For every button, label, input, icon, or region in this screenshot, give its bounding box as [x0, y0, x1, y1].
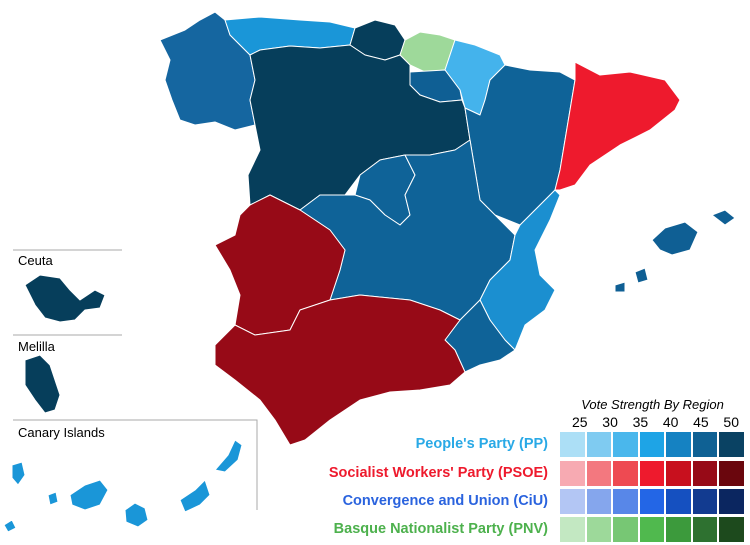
legend-swatch: [639, 517, 664, 542]
legend-party-label: Convergence and Union (CiU): [342, 493, 548, 509]
region-ceuta[interactable]: [24, 274, 106, 323]
inset-label-melilla: Melilla: [18, 339, 55, 354]
legend-row: People's Party (PP): [0, 432, 745, 458]
legend-swatch: [692, 489, 717, 514]
legend-swatch: [719, 489, 744, 514]
legend-swatch: [613, 517, 638, 542]
inset-label-canary: Canary Islands: [18, 425, 105, 440]
inset-divider: [13, 419, 258, 510]
legend-swatch: [666, 432, 691, 457]
legend-swatch: [666, 489, 691, 514]
legend-swatch: [719, 461, 744, 486]
legend-row: Convergence and Union (CiU): [0, 489, 745, 515]
legend-swatch: [586, 461, 611, 486]
legend-swatch: [639, 432, 664, 457]
legend-party-label: Basque Nationalist Party (PNV): [333, 521, 548, 537]
legend-row: Basque Nationalist Party (PNV): [0, 517, 745, 543]
legend-swatch: [639, 489, 664, 514]
legend-swatch: [666, 517, 691, 542]
legend-swatch: [586, 489, 611, 514]
legend-swatch: [560, 489, 585, 514]
legend-swatches: [560, 489, 744, 514]
legend-swatch: [613, 432, 638, 457]
inset-label-ceuta: Ceuta: [18, 253, 53, 268]
legend-swatch: [613, 489, 638, 514]
region-melilla[interactable]: [24, 354, 61, 414]
tick-label: 25: [572, 414, 588, 430]
legend-swatch: [692, 432, 717, 457]
legend-ticks: 25 30 35 40 45 50: [560, 414, 745, 430]
legend-swatch: [692, 517, 717, 542]
legend-swatch: [639, 461, 664, 486]
legend-swatch: [719, 517, 744, 542]
legend-title: Vote Strength By Region: [581, 397, 724, 412]
legend-swatch: [560, 432, 585, 457]
legend-swatch: [560, 461, 585, 486]
region-canary[interactable]: [3, 439, 243, 533]
region-balearic[interactable]: [614, 209, 736, 293]
legend-swatch: [719, 432, 744, 457]
legend-row: Socialist Workers' Party (PSOE): [0, 461, 745, 487]
legend-swatches: [560, 461, 744, 486]
tick-label: 50: [723, 414, 739, 430]
tick-label: 40: [662, 414, 679, 430]
legend-swatch: [692, 461, 717, 486]
legend-swatch: [586, 517, 611, 542]
legend-swatches: [560, 517, 744, 542]
legend-swatch: [586, 432, 611, 457]
legend-swatches: [560, 432, 744, 457]
legend-swatch: [560, 517, 585, 542]
tick-label: 45: [693, 414, 709, 430]
region-valencia[interactable]: [479, 189, 561, 351]
legend-swatch: [666, 461, 691, 486]
region-andalusia[interactable]: [214, 294, 466, 446]
tick-label: 30: [602, 414, 618, 430]
legend-party-label: Socialist Workers' Party (PSOE): [328, 465, 548, 481]
region-catalonia[interactable]: [554, 61, 681, 191]
legend-party-label: People's Party (PP): [415, 436, 548, 452]
legend-swatch: [613, 461, 638, 486]
tick-label: 35: [632, 414, 649, 430]
